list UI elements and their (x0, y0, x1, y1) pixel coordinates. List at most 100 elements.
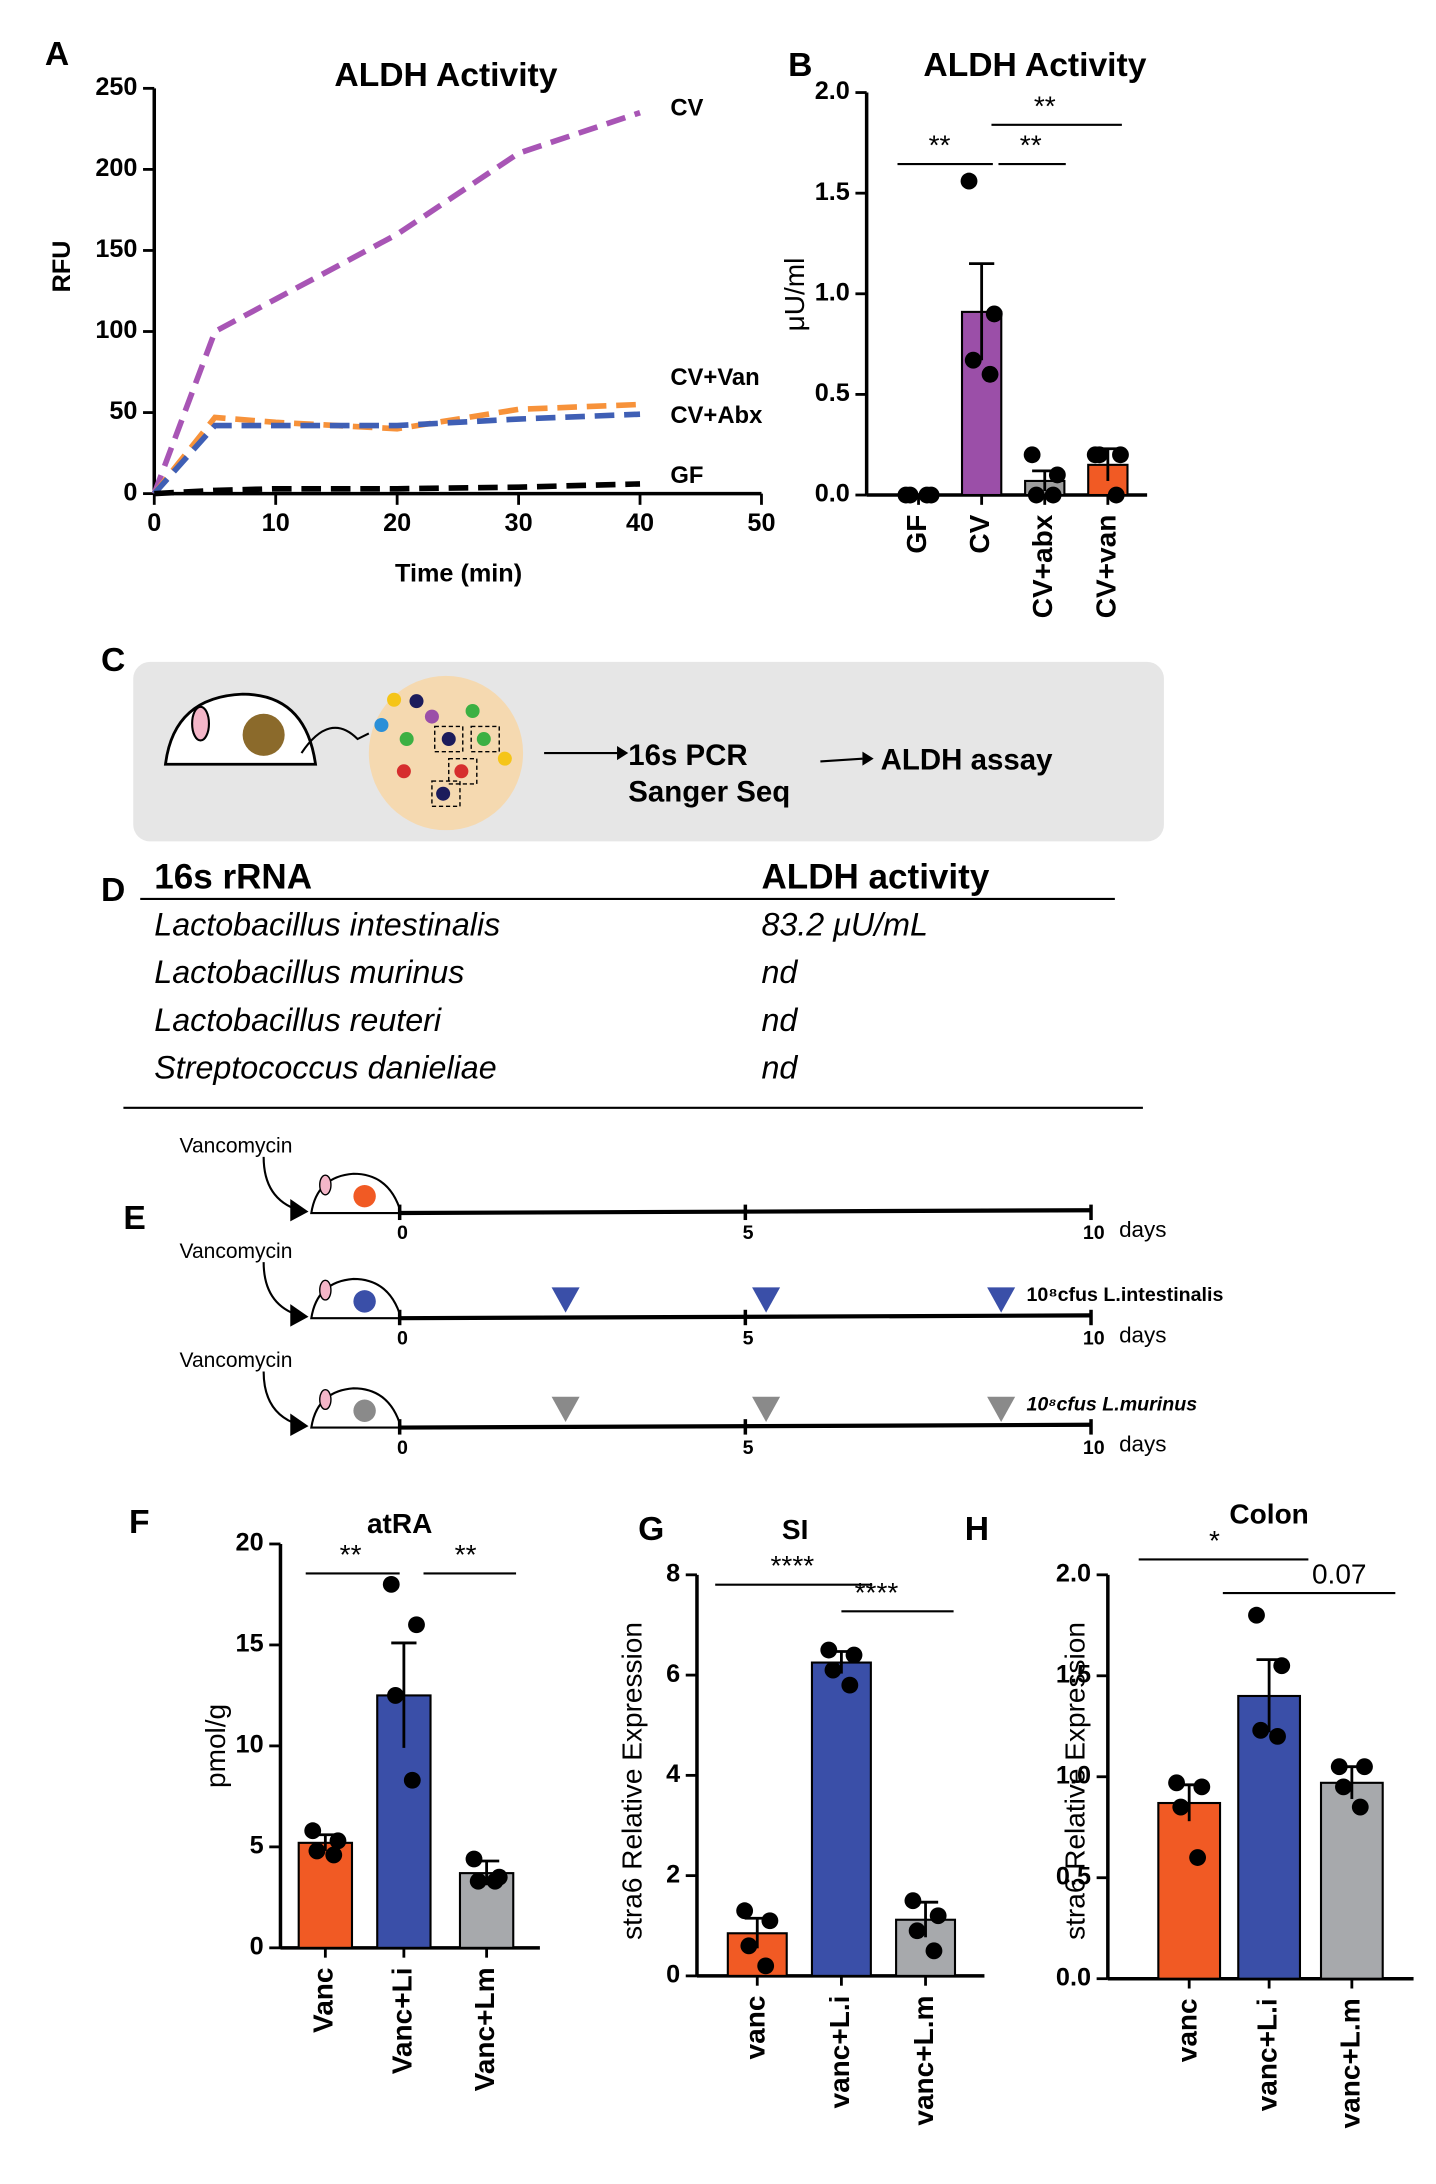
data-point (382, 1575, 400, 1593)
data-point (465, 1850, 483, 1868)
y-axis-label: RFU (48, 241, 76, 293)
data-point (1356, 1758, 1373, 1776)
bar (1319, 1781, 1384, 1980)
significance-label: ** (1020, 130, 1042, 161)
y-tick-label: 100 (95, 316, 137, 344)
data-point (841, 1676, 859, 1694)
mouse-ear (319, 1174, 332, 1196)
y-tick-label: 1.5 (815, 178, 850, 206)
data-point (740, 1937, 758, 1955)
x-tick-label: 20 (383, 509, 411, 537)
table-cell: nd (761, 1002, 798, 1038)
y-tick-label: 1.5 (1056, 1660, 1091, 1688)
significance-label: ** (340, 1539, 362, 1570)
significance-label: **** (771, 1550, 815, 1581)
timeline-tick-label: 0 (397, 1222, 408, 1244)
y-tick-label: 250 (95, 73, 137, 101)
data-point (985, 305, 1003, 323)
dose-label: 10⁸cfus L.intestinalis (1027, 1284, 1224, 1306)
y-tick-label: 8 (666, 1559, 680, 1587)
significance-label: 0.07 (1312, 1559, 1367, 1590)
timeline-tick-label: 5 (743, 1222, 754, 1244)
chart-title: ALDH Activity (923, 47, 1146, 84)
data-point (403, 1771, 421, 1789)
colony (497, 751, 512, 766)
y-tick-label: 0.5 (815, 379, 850, 407)
dose-marker (987, 1396, 1016, 1422)
y-tick-label: 15 (236, 1630, 264, 1658)
series-label: CV (670, 95, 703, 122)
arrowhead (290, 1304, 309, 1327)
arrowhead (617, 746, 629, 761)
series-label: CV+Van (670, 364, 759, 391)
timeline-tick-label: 5 (743, 1327, 754, 1349)
dose-marker (752, 1287, 781, 1313)
data-point (308, 1842, 326, 1860)
arrowhead (290, 1198, 309, 1222)
arrowhead (862, 751, 874, 766)
table-cell: 83.2 μU/mL (761, 906, 927, 942)
panel-label: D (101, 872, 125, 909)
timeline-tick-label: 0 (397, 1437, 408, 1459)
bar (810, 1661, 872, 1977)
data-point (1189, 1849, 1207, 1866)
x-tick-label: CV+van (1090, 515, 1121, 619)
data-point (845, 1646, 863, 1664)
data-point (1269, 1727, 1286, 1745)
colony (476, 732, 491, 747)
colony (374, 717, 389, 733)
data-point (408, 1616, 425, 1634)
data-point (820, 1641, 838, 1659)
treatment-label: Vancomycin (180, 1240, 293, 1263)
y-tick-label: 200 (95, 154, 137, 182)
y-axis-label: μU/ml (779, 258, 810, 332)
chart-title: ALDH Activity (334, 57, 557, 94)
y-tick-label: 5 (250, 1832, 264, 1860)
bar (1157, 1801, 1222, 1980)
data-point (761, 1912, 779, 1930)
series-label: CV+Abx (670, 402, 763, 429)
y-tick-label: 0 (250, 1933, 264, 1961)
table-cell: nd (761, 954, 798, 990)
dose-marker (551, 1287, 580, 1313)
treatment-label: Vancomycin (180, 1349, 293, 1372)
series-line (154, 481, 641, 497)
x-tick-label: vanc+L.m (1334, 1998, 1365, 2128)
arrow (300, 726, 370, 754)
significance-label: ** (1034, 90, 1056, 121)
series-line (151, 110, 641, 495)
timeline-unit: days (1119, 1322, 1166, 1347)
bar (960, 310, 1003, 497)
colony (441, 732, 456, 747)
data-point (908, 1922, 926, 1940)
significance-label: ** (929, 130, 951, 161)
panel-label: H (965, 1511, 989, 1548)
data-point (918, 486, 936, 504)
bar (458, 1872, 515, 1949)
dose-marker (987, 1287, 1016, 1313)
diagram-step: ALDH assay (881, 743, 1053, 776)
x-tick-label: 50 (747, 509, 775, 537)
y-tick-label: 2.0 (815, 77, 850, 105)
chart-title: SI (782, 1514, 809, 1545)
y-tick-label: 50 (109, 397, 137, 425)
x-tick-label: vanc (740, 1996, 771, 2060)
mouse-ear (319, 1389, 332, 1411)
chart-title: atRA (367, 1508, 432, 1539)
panel-label: B (788, 47, 812, 84)
x-tick-label: 30 (505, 509, 533, 537)
mouse-gut (242, 713, 285, 756)
data-point (1193, 1778, 1211, 1796)
panel-label: C (101, 642, 125, 679)
y-tick-label: 1.0 (1056, 1761, 1091, 1789)
data-point (1168, 1774, 1185, 1792)
data-point (1248, 1606, 1265, 1624)
bar (297, 1841, 354, 1949)
x-tick-label: CV (964, 514, 995, 553)
data-point (304, 1822, 322, 1840)
table-cell: Lactobacillus reuteri (154, 1002, 442, 1038)
mouse-gut (353, 1184, 376, 1208)
chart-title: Colon (1229, 1498, 1308, 1529)
table-cell: Lactobacillus intestinalis (154, 906, 500, 942)
